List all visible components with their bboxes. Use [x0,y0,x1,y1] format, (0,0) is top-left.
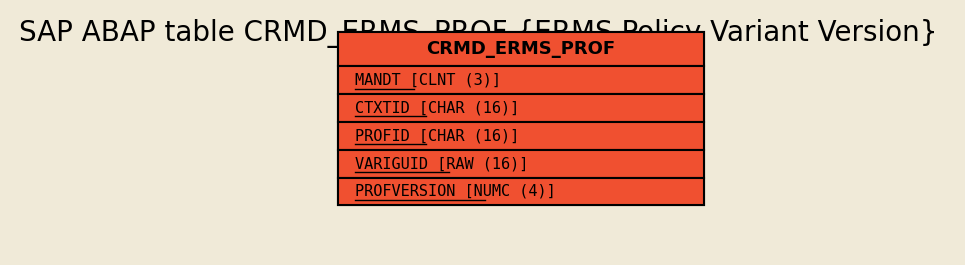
Text: VARIGUID [RAW (16)]: VARIGUID [RAW (16)] [355,156,529,171]
Text: PROFID [CHAR (16)]: PROFID [CHAR (16)] [355,128,519,143]
FancyBboxPatch shape [338,94,704,122]
FancyBboxPatch shape [338,150,704,178]
FancyBboxPatch shape [338,178,704,205]
FancyBboxPatch shape [338,122,704,150]
Text: MANDT [CLNT (3)]: MANDT [CLNT (3)] [355,73,501,88]
FancyBboxPatch shape [338,32,704,205]
Text: PROFVERSION [NUMC (4)]: PROFVERSION [NUMC (4)] [355,184,556,199]
FancyBboxPatch shape [338,32,704,66]
Text: CRMD_ERMS_PROF: CRMD_ERMS_PROF [427,40,616,58]
FancyBboxPatch shape [338,66,704,94]
Text: CTXTID [CHAR (16)]: CTXTID [CHAR (16)] [355,100,519,116]
Text: SAP ABAP table CRMD_ERMS_PROF {ERMS Policy Variant Version}: SAP ABAP table CRMD_ERMS_PROF {ERMS Poli… [19,19,938,47]
